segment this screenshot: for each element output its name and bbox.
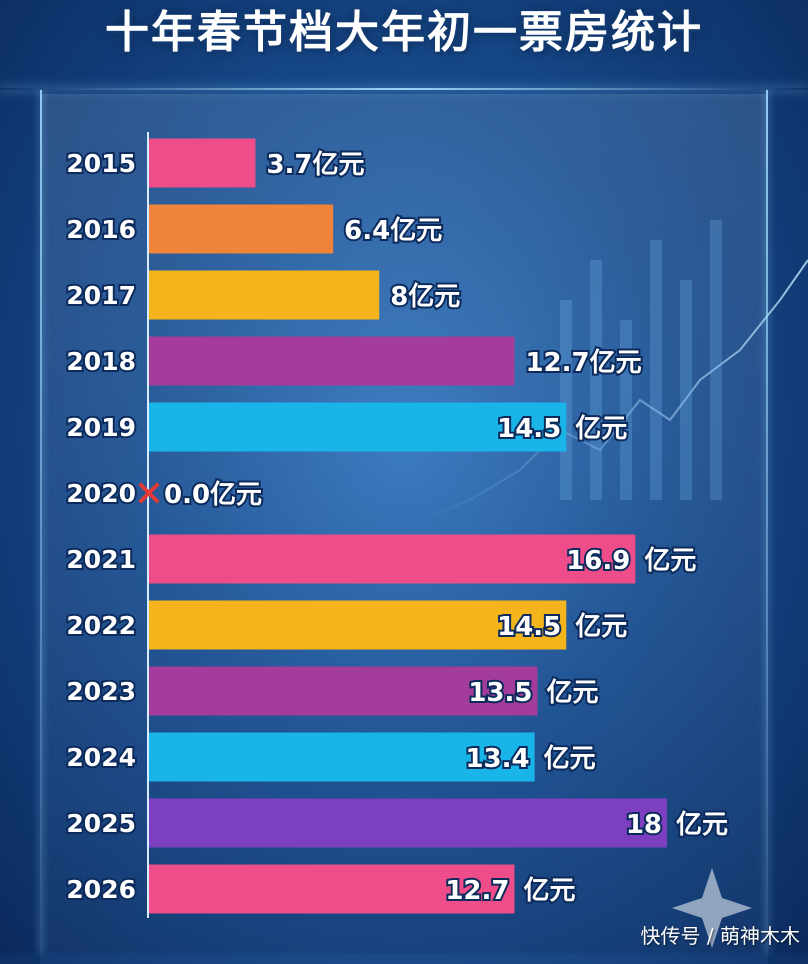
bar — [149, 336, 515, 386]
bar — [149, 666, 538, 716]
category-label: 2019 — [66, 413, 136, 442]
value-label: 14.5 — [497, 414, 561, 444]
category-label: 2024 — [66, 743, 136, 772]
unit-label: 亿元 — [676, 810, 728, 840]
value-label: 18 — [626, 810, 662, 840]
cross-icon — [139, 483, 159, 503]
trend-line-decoration — [419, 259, 808, 521]
value-label: 14.5 — [497, 612, 561, 642]
bar — [149, 600, 567, 650]
bar — [149, 402, 567, 452]
category-label: 2015 — [66, 149, 136, 178]
bar — [149, 204, 334, 254]
category-label: 2025 — [66, 809, 136, 838]
bar — [149, 270, 380, 320]
value-label: 6.4亿元 — [344, 216, 442, 246]
bar — [149, 732, 535, 782]
category-label: 2026 — [66, 875, 136, 904]
unit-label: 亿元 — [544, 744, 596, 774]
value-label: 8亿元 — [390, 282, 460, 312]
category-label: 2021 — [66, 545, 136, 574]
page-title: 十年春节档大年初一票房统计 — [105, 7, 703, 58]
value-label: 13.4 — [465, 744, 529, 774]
value-label: 13.5 — [468, 678, 532, 708]
bar — [149, 798, 667, 848]
unit-label: 亿元 — [547, 678, 599, 708]
unit-label: 亿元 — [523, 876, 575, 906]
category-label: 2022 — [66, 611, 136, 640]
value-label: 3.7亿元 — [266, 150, 364, 180]
bar — [149, 534, 636, 584]
value-label: 12.7亿元 — [525, 348, 641, 378]
bar — [149, 138, 256, 188]
unit-label: 亿元 — [644, 546, 696, 576]
bar — [149, 864, 515, 914]
value-label: 12.7 — [445, 876, 509, 906]
unit-label: 亿元 — [575, 612, 627, 642]
top-glow-line — [0, 88, 808, 90]
value-label: 0.0亿元 — [164, 480, 262, 510]
category-label: 2023 — [66, 677, 136, 706]
sparkle-icon — [672, 868, 752, 948]
category-label: 2018 — [66, 347, 136, 376]
right-glow-line — [766, 90, 768, 953]
unit-label: 亿元 — [575, 414, 627, 444]
category-label: 2017 — [66, 281, 136, 310]
value-label: 16.9 — [566, 546, 630, 576]
category-label: 2020 — [66, 479, 136, 508]
category-label: 2016 — [66, 215, 136, 244]
watermark: 快传号 / 萌神木木 — [640, 924, 800, 948]
left-glow-line — [40, 90, 42, 953]
